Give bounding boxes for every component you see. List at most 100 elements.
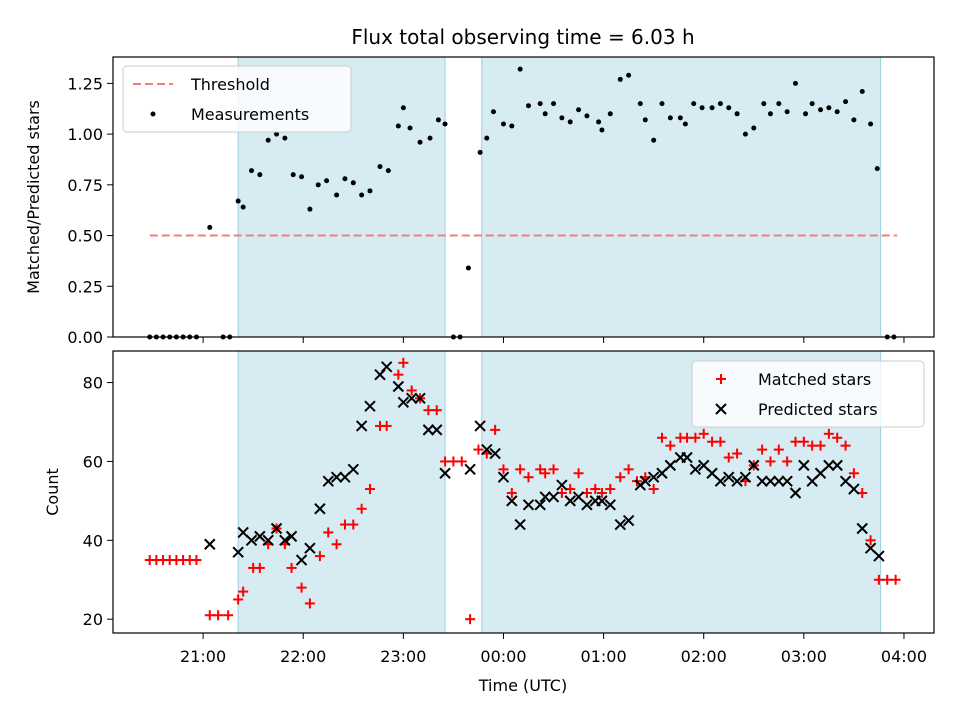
predicted-star-point [731, 475, 743, 487]
bottom-legend: Matched stars Predicted stars [691, 360, 925, 428]
matched-star-point [848, 468, 859, 479]
measurement-point [427, 135, 433, 141]
matched-star-point [707, 436, 718, 447]
legend-matched-swatch [716, 374, 726, 384]
x-tick-label: 00:00 [480, 647, 526, 666]
legend-measurements-label: Measurements [191, 105, 309, 124]
measurement-point [526, 103, 532, 109]
measurement-point [417, 139, 423, 145]
predicted-star-point [481, 443, 493, 456]
matched-star-point [314, 551, 325, 562]
predicted-star-point [581, 499, 593, 511]
measurement-point [407, 125, 413, 131]
measurement-point [726, 105, 732, 111]
measurement-point [465, 265, 471, 271]
observing-interval-band [237, 350, 446, 634]
measurement-point [859, 88, 865, 94]
x-tick-label: 22:00 [280, 647, 326, 666]
matched-star-point [798, 436, 809, 447]
legend-threshold-label: Threshold [190, 75, 270, 94]
matched-star-point [423, 405, 434, 416]
measurement-point [596, 119, 602, 125]
predicted-star-point [497, 471, 510, 483]
measurement-point [761, 101, 767, 107]
matched-star-point [431, 405, 442, 416]
matched-star-point [339, 519, 350, 530]
matched-star-point [790, 436, 801, 447]
measurement-point [851, 117, 857, 123]
measurement-point [682, 121, 688, 127]
measurement-point [235, 198, 241, 204]
predicted-star-point [397, 396, 410, 408]
measurement-point [584, 113, 590, 119]
measurement-point [717, 101, 723, 107]
predicted-star-point [431, 424, 443, 436]
measurement-point [691, 101, 697, 107]
predicted-star-point [304, 542, 316, 554]
measurement-point [874, 166, 880, 172]
measurement-point [324, 178, 330, 184]
matched-star-point [364, 484, 375, 495]
matched-star-point [393, 369, 404, 380]
matched-star-point [473, 444, 484, 455]
legend-measurements-swatch [150, 111, 156, 117]
measurement-point [240, 204, 246, 210]
predicted-star-point [232, 546, 244, 558]
predicted-star-point [596, 495, 608, 507]
measurement-point [677, 115, 683, 121]
predicted-star-point [831, 459, 843, 472]
matched-star-point [456, 456, 467, 467]
predicted-star-point [856, 522, 868, 535]
matched-star-point [523, 472, 534, 483]
measurement-point [334, 192, 340, 198]
x-tick-label: 04:00 [881, 647, 927, 666]
matched-star-point [490, 424, 501, 435]
predicted-star-point [422, 424, 435, 436]
measurement-point [667, 115, 673, 121]
matched-star-point [698, 428, 709, 439]
measurement-point [617, 76, 623, 82]
predicted-star-point [639, 475, 652, 487]
predicted-star-point [322, 475, 334, 487]
measurement-point [651, 137, 657, 143]
y-tick-label: 1.00 [67, 125, 103, 144]
matched-star-point [498, 464, 509, 475]
measurement-point [826, 105, 832, 111]
predicted-star-point [873, 550, 885, 562]
predicted-star-point [474, 420, 486, 432]
matched-star-point [882, 574, 893, 585]
measurement-point [551, 101, 557, 107]
predicted-star-point [647, 471, 660, 483]
predicted-star-point [270, 522, 283, 535]
measurement-point [803, 111, 809, 117]
measurement-point [257, 172, 263, 178]
matched-star-point [782, 456, 793, 467]
predicted-star-point [347, 463, 359, 476]
measurement-point [299, 174, 305, 180]
matched-star-point [304, 598, 315, 609]
predicted-star-point [522, 499, 535, 511]
measurement-point [607, 111, 613, 117]
matched-star-point [535, 464, 546, 475]
measurement-point [500, 121, 506, 127]
y-tick-label: 0.00 [67, 328, 103, 347]
measurement-point [517, 66, 523, 72]
matched-star-point [238, 586, 249, 597]
matched-star-point [765, 456, 776, 467]
matched-star-point [773, 444, 784, 455]
predicted-star-point [556, 479, 568, 491]
matched-star-point [191, 555, 202, 566]
predicted-star-point [464, 463, 476, 476]
predicted-star-point [254, 530, 266, 543]
matched-star-point [623, 464, 634, 475]
matched-star-point [657, 432, 668, 443]
measurement-point [784, 109, 790, 115]
predicted-star-point [756, 475, 768, 487]
measurement-point [395, 123, 401, 129]
measurement-point [435, 117, 441, 123]
matched-star-point [286, 562, 297, 573]
measurement-point [599, 127, 605, 133]
measurement-point [367, 188, 373, 194]
measurement-point [809, 101, 815, 107]
